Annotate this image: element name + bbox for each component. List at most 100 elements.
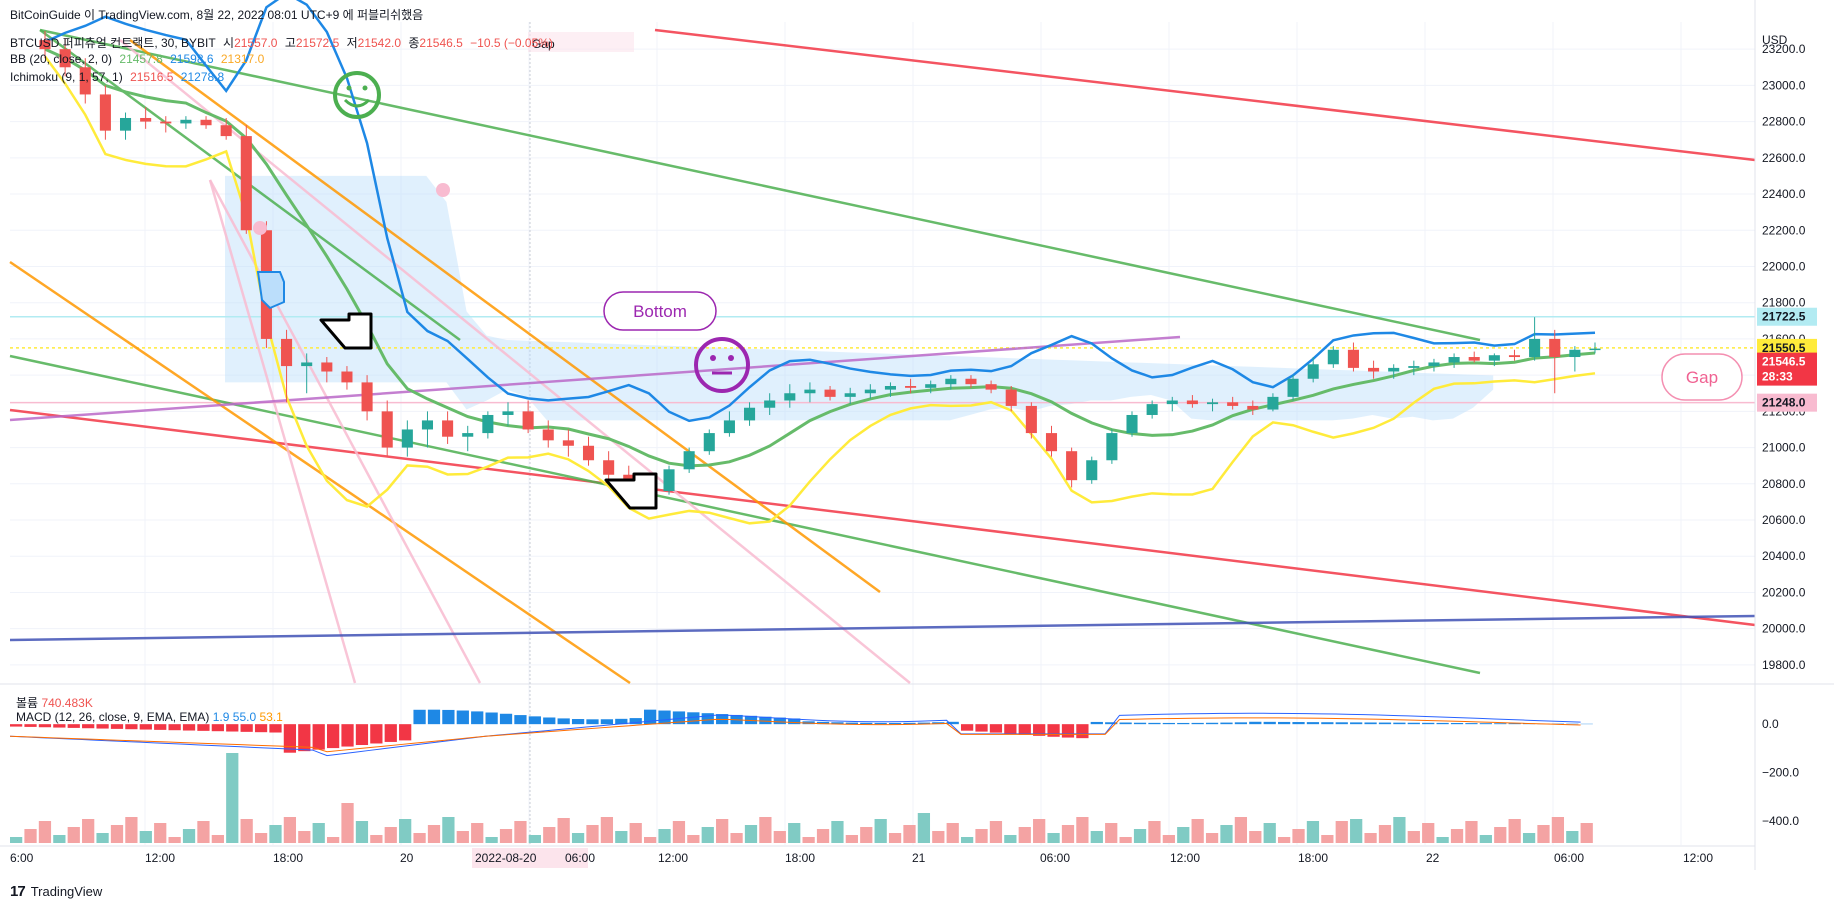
green-trendline-2: [9, 354, 1481, 675]
candle-body: [1347, 349, 1359, 368]
price-tick: 19800.0: [1762, 658, 1806, 672]
volume-bar: [240, 819, 253, 843]
volume-bar: [1494, 827, 1507, 843]
volume-bar: [355, 821, 369, 843]
candle-body: [1005, 389, 1017, 406]
volume-bar: [485, 837, 498, 843]
price-tick: 20400.0: [1762, 549, 1806, 563]
macd-hist-bar: [1033, 724, 1046, 736]
candlestick-series: [39, 31, 1601, 506]
symbol-name: BTCUSD 퍼피츄얼 컨트랙트, 30, BYBIT: [10, 36, 216, 50]
candle-body: [1468, 357, 1480, 361]
macd-hist-bar: [1278, 721, 1291, 725]
macd-hist-bar: [816, 721, 830, 725]
macd-hist-bar: [1350, 722, 1363, 725]
macd-hist-bar: [1205, 722, 1219, 725]
macd-hist-bar: [1090, 721, 1103, 725]
volume-bar: [1133, 829, 1147, 843]
macd-hist-bar: [399, 724, 412, 741]
red-trendline-bottom: [9, 408, 1756, 627]
macd-hist-bar: [471, 711, 484, 725]
candle-body: [723, 420, 735, 434]
macd-hist-bar: [788, 718, 801, 725]
macd-hist-bar: [903, 722, 916, 725]
volume-bar: [254, 833, 268, 843]
candle-body: [502, 411, 514, 415]
volume-bar: [53, 835, 66, 843]
macd-hist-bar: [557, 718, 570, 725]
candle-body: [1247, 405, 1259, 410]
candle-body: [683, 451, 695, 470]
smiley-green-icon: [333, 71, 381, 119]
candle-body: [301, 362, 313, 367]
macd-hist-bar: [82, 724, 95, 729]
candle-body: [1126, 414, 1138, 434]
macd-hist-bar: [211, 724, 224, 732]
symbol-legend[interactable]: BTCUSD 퍼피츄얼 컨트랙트, 30, BYBIT 시21557.0 고21…: [10, 34, 557, 51]
macd-hist-bar: [615, 718, 628, 725]
volume-bar: [283, 817, 297, 843]
candle-body: [1206, 402, 1219, 405]
bottom-callout-bubble: [603, 291, 717, 331]
macd-hist-bar: [874, 722, 887, 725]
volume-bar: [1278, 837, 1291, 843]
candle-body: [663, 469, 675, 492]
volume-bar: [1249, 831, 1262, 843]
candle-body: [1448, 357, 1460, 363]
time-tick: 18:00: [1298, 851, 1328, 865]
pig-face: [436, 183, 450, 197]
macd-hist-bar: [1249, 721, 1262, 725]
time-tick: 12:00: [1683, 851, 1713, 865]
volume-bar: [471, 823, 484, 843]
macd-hist-bar: [485, 712, 498, 725]
bb-legend[interactable]: BB (20, close, 2, 0) 21457.8 21598.6 213…: [10, 52, 268, 66]
candle-body: [1589, 348, 1601, 351]
volume-bar: [456, 831, 469, 843]
macd-hist-bar: [744, 715, 758, 725]
volume-bar: [917, 813, 931, 843]
candle-body: [1146, 404, 1158, 415]
price-tick: 23200.0: [1762, 42, 1806, 56]
ichimoku-legend[interactable]: Ichimoku (9, 1, 57, 1) 21516.5 21278.8: [10, 70, 228, 84]
macd-hist-bar: [10, 724, 23, 727]
blue-hand-icon: [256, 271, 285, 310]
bollinger-bands: [43, 0, 1596, 525]
gap-callout: Gap: [1661, 353, 1743, 401]
candle-body: [542, 429, 554, 441]
macd-pane: [9, 709, 1593, 757]
candle-body: [965, 378, 977, 385]
macd-hist-bar: [110, 724, 124, 729]
macd-hist-bar: [586, 719, 599, 725]
volume-bar: [615, 831, 628, 843]
macd-hist-bar: [1220, 722, 1233, 725]
low-label: 저: [346, 36, 358, 50]
candle-body: [39, 40, 51, 50]
pink-trendline-1: [208, 179, 357, 684]
macd-hist-bar: [341, 724, 354, 747]
purple-trendline: [9, 335, 1181, 422]
volume-legend[interactable]: 볼륨 740.483K: [16, 694, 93, 711]
candle-body: [462, 433, 474, 437]
footer-branding[interactable]: 17 TradingView: [10, 883, 102, 900]
volume-bar: [96, 833, 109, 843]
macd-legend[interactable]: MACD (12, 26, close, 9, EMA, EMA) 1.9 55…: [16, 710, 283, 724]
high-label: 고: [284, 36, 296, 50]
volume-bar: [168, 837, 181, 843]
time-tick: 06:00: [1040, 851, 1070, 865]
volume-bar: [110, 825, 124, 843]
macd-hist-bar: [1422, 722, 1435, 725]
macd-hist-bar: [961, 724, 974, 731]
macd-hist-bar: [1494, 723, 1507, 725]
macd-hist-bar: [1306, 722, 1320, 725]
volume-bar: [1407, 831, 1420, 843]
volume-bar: [1422, 823, 1435, 843]
volume-bar: [845, 835, 858, 843]
volume-bar: [399, 819, 412, 843]
macd-hist-bar: [773, 717, 786, 725]
time-tick: 2022-08-20: [475, 851, 537, 865]
candle-body: [321, 362, 333, 372]
candle-body: [421, 420, 434, 430]
macd-hist-bar: [413, 709, 426, 725]
red-trendline-top: [654, 28, 1756, 162]
